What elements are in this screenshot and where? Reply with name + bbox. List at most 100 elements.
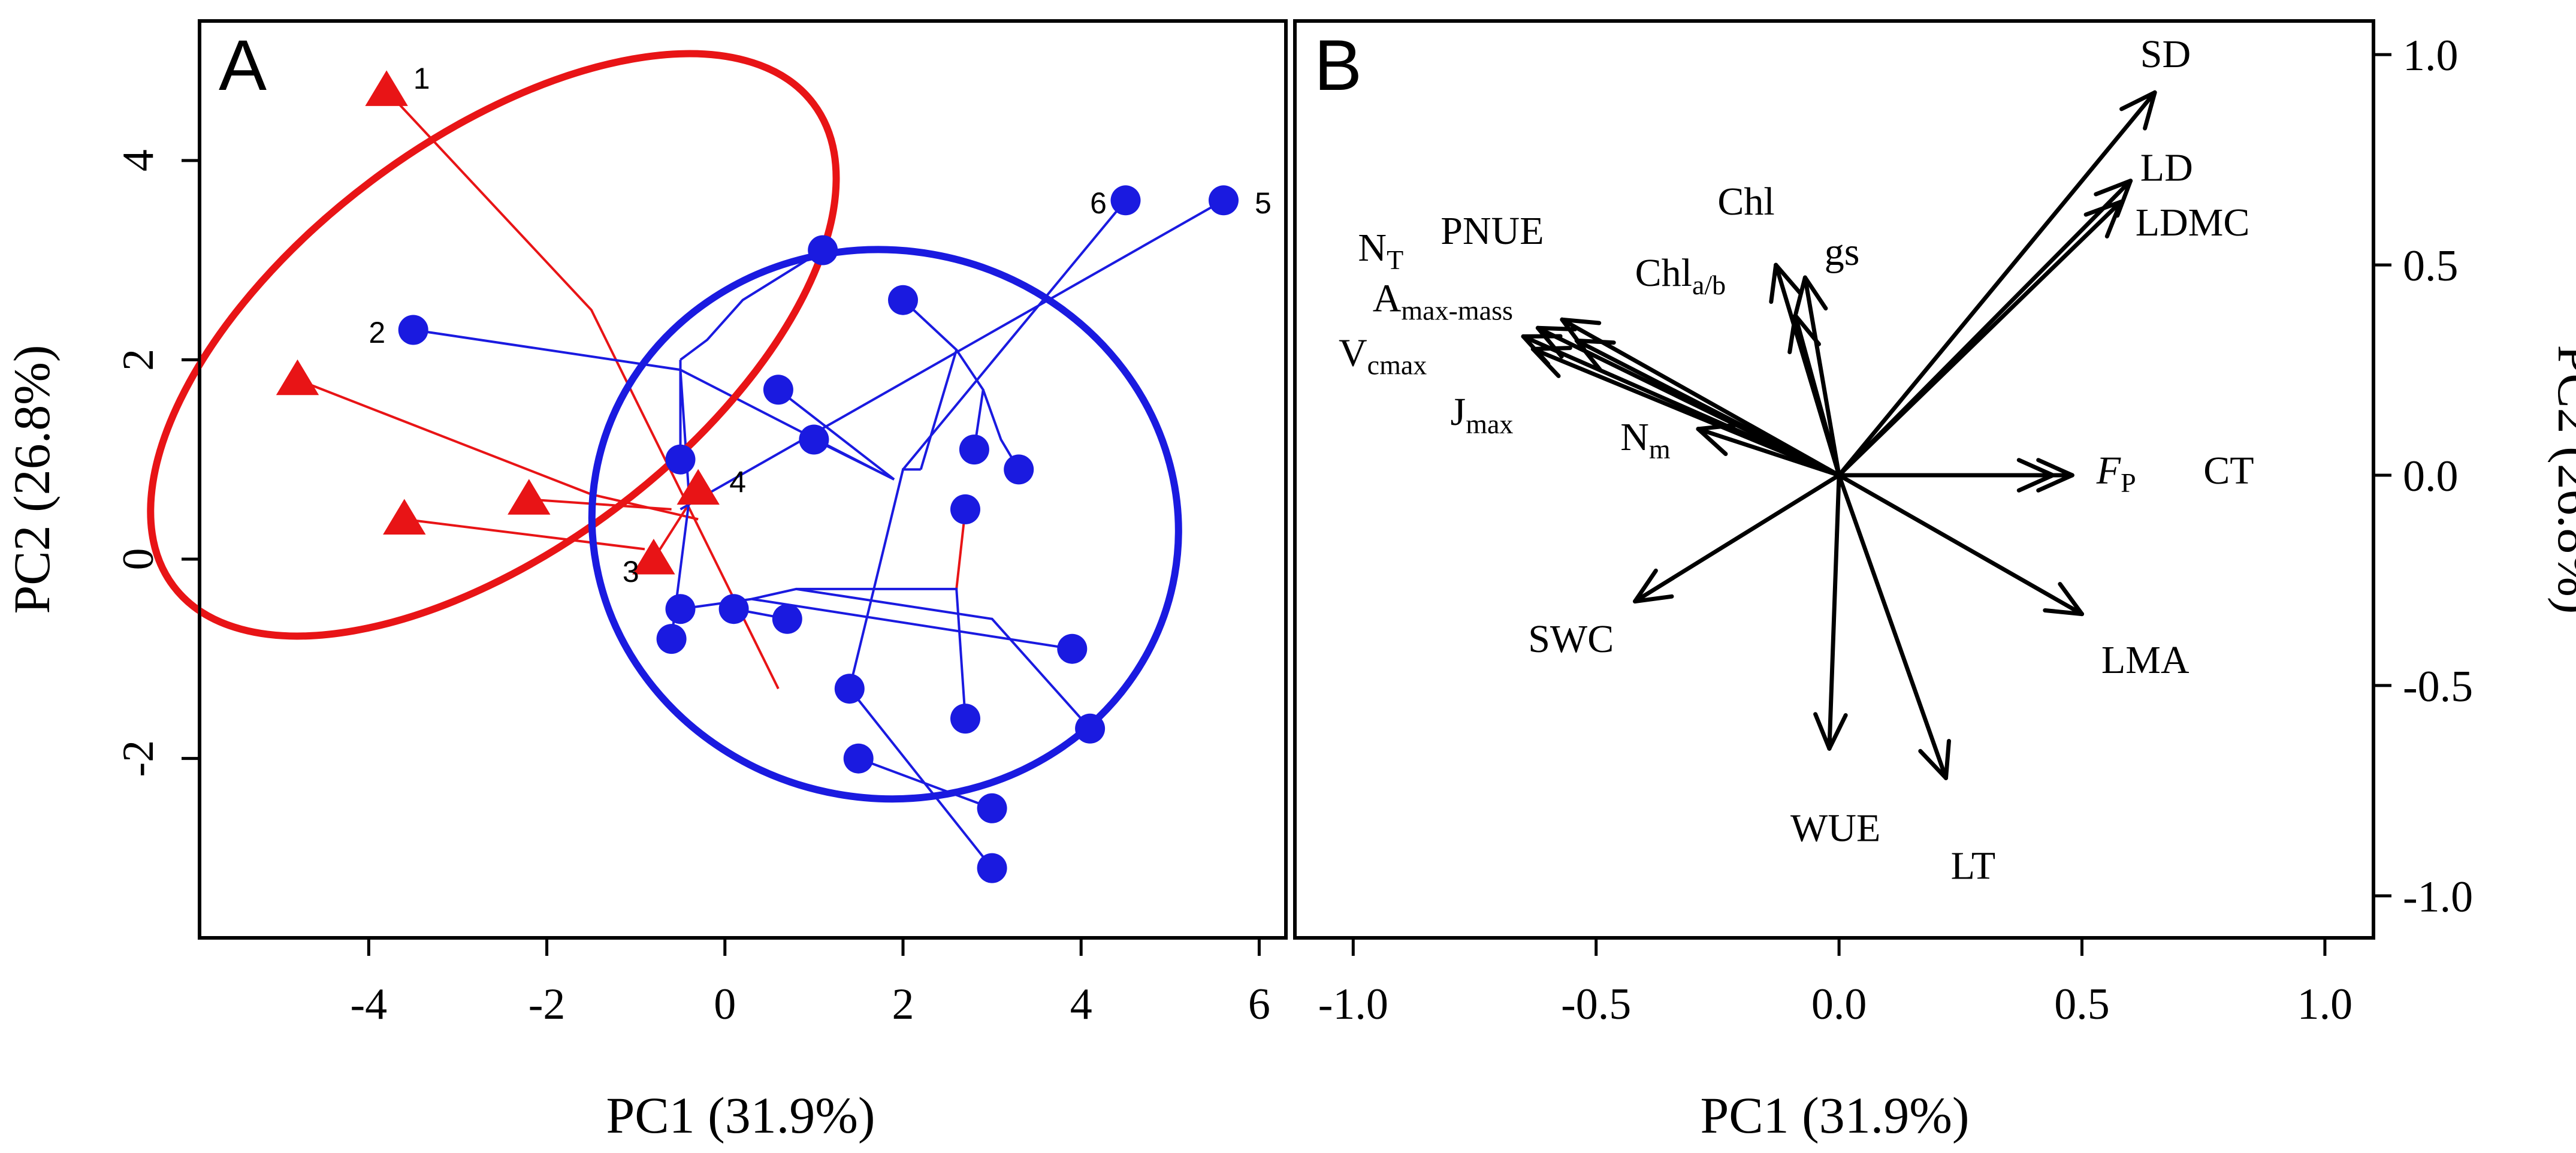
panel-a-y-tick-label: -2 <box>114 740 163 777</box>
arrow-chl-a-b-head <box>1793 313 1821 346</box>
arrow-swc-shaft <box>1633 473 1841 603</box>
panel-a-x-tick-label: -2 <box>529 980 566 1029</box>
arrow-pnue-head <box>1574 338 1616 345</box>
panel-b-x-tick-label: 0.5 <box>2054 980 2110 1029</box>
connection-line-17 <box>902 200 1127 470</box>
label-f-p-subscript: P <box>2121 467 2136 498</box>
label-pnue-main: PNUE <box>1440 209 1544 253</box>
label-sd: SD <box>2140 32 2191 76</box>
arrow-sd-shaft <box>1837 90 2157 478</box>
arrow-lma-shaft <box>1837 473 2084 617</box>
connection-line-20 <box>751 587 967 719</box>
label-ct-main: CT <box>2203 449 2254 493</box>
label-f-p-main: F <box>2096 449 2121 493</box>
label-chl-main: Chl <box>1717 180 1774 224</box>
arrow-chl-a-b <box>1787 313 1841 478</box>
panel-a-letter: A <box>219 25 267 105</box>
blue-group-point-5 <box>888 285 918 315</box>
arrow-swc-head <box>1633 568 1658 603</box>
panel-a-point-labels: 1 2 3 4 5 6 <box>369 62 1271 588</box>
panel-a-x-tick-label: 0 <box>714 980 736 1029</box>
point-label-2: 2 <box>369 316 385 349</box>
panel-b-y-tick-label: 1.0 <box>2403 31 2459 80</box>
arrow-chl-a-b-shaft <box>1793 313 1841 478</box>
label-chl-a-b-subscript: a/b <box>1692 270 1726 300</box>
red-group-confidence-ellipse <box>147 50 840 640</box>
arrow-gs-head <box>1793 275 1807 316</box>
panel-a-x-title: PC1 (31.9%) <box>606 1086 875 1144</box>
panel-b: SDLDLDMCChlgsChla/bNTPNUEAmax-massVcmaxJ… <box>1293 19 2576 1144</box>
blue-group-point-13 <box>656 624 687 654</box>
blue-group-point-18 <box>950 704 980 734</box>
panel-b-y-tick-label: -1.0 <box>2403 873 2473 922</box>
connection-line-8 <box>680 249 824 361</box>
panel-b-x-axis: -1.0 -0.5 0.0 0.5 1.0 <box>1318 936 2353 1029</box>
arrow-f-p-head <box>2036 458 2074 478</box>
label-v-cmax: Vcmax <box>1339 331 1427 381</box>
arrow-swc-head <box>1633 594 1674 603</box>
label-a-max-mass: Amax-mass <box>1373 276 1513 325</box>
point-label-4: 4 <box>729 466 746 499</box>
arrow-ct <box>1837 458 2055 493</box>
connection-line-4 <box>529 498 672 511</box>
arrow-j-max <box>1530 346 1841 478</box>
arrow-swc <box>1633 473 1841 603</box>
red-group-point-3 <box>383 499 426 535</box>
arrow-j-max-head <box>1530 346 1561 378</box>
arrow-ldmc-shaft <box>1837 200 2123 478</box>
arrow-chl-head <box>1769 262 1778 304</box>
arrow-n-m <box>1696 422 1841 478</box>
arrow-gs-shaft <box>1802 275 1841 478</box>
blue-group-point-19 <box>1075 713 1106 744</box>
blue-group-point-8 <box>799 424 829 455</box>
arrow-sd-head <box>2143 90 2157 131</box>
label-chl: Chl <box>1717 180 1774 224</box>
arrow-chl-a-b-head <box>1787 313 1798 355</box>
panel-b-y-title: PC2 (26.8%) <box>2547 345 2576 614</box>
label-swc-main: SWC <box>1528 617 1614 661</box>
panel-a-x-tick-label: -4 <box>351 980 388 1029</box>
arrow-chl-head <box>1774 262 1802 295</box>
blue-group-confidence-ellipse <box>588 246 1182 803</box>
label-ct: CT <box>2203 449 2254 493</box>
panel-b-x-tick-label: 1.0 <box>2297 980 2353 1029</box>
label-lt-main: LT <box>1951 844 1996 888</box>
arrow-pnue-head <box>1574 338 1602 372</box>
blue-group-point-1 <box>398 315 428 345</box>
blue-group-point-14 <box>718 594 749 624</box>
panel-a-y-axis: -2 0 2 4 <box>114 149 201 777</box>
panel-b-x-tick-label: -1.0 <box>1318 980 1388 1029</box>
label-pnue: PNUE <box>1440 209 1544 253</box>
label-n-t: NT <box>1358 226 1403 275</box>
label-f-p: FP <box>2096 449 2136 498</box>
arrow-lt <box>1837 473 1951 780</box>
arrow-n-m-shaft <box>1696 427 1841 478</box>
arrow-sd-head <box>2119 90 2157 111</box>
label-ld: LD <box>2140 146 2193 190</box>
arrow-ld-head <box>2094 179 2133 197</box>
arrow-ldmc-head <box>2104 200 2123 239</box>
blue-group-point-4 <box>808 235 838 265</box>
connection-line-11 <box>777 388 895 481</box>
arrow-gs <box>1793 275 1841 478</box>
label-j-max: Jmax <box>1451 390 1514 439</box>
arrow-a-max-mass-head <box>1535 325 1577 331</box>
label-a-max-mass-main: A <box>1373 276 1402 320</box>
panel-a-y-tick-label: 0 <box>114 548 163 571</box>
arrow-wue-head <box>1813 712 1832 751</box>
label-gs: gs <box>1825 230 1860 274</box>
panel-b-y-axis: -1.0 -0.5 0.0 0.5 1.0 <box>2372 31 2473 922</box>
blue-group-point-11 <box>950 494 980 524</box>
panel-b-y-tick-label: 0.5 <box>2403 242 2459 291</box>
arrow-a-max-mass-shaft <box>1535 325 1841 478</box>
arrow-wue-shaft <box>1827 473 1841 751</box>
arrow-sd <box>1837 90 2157 478</box>
panel-b-loading-arrows <box>1521 90 2157 780</box>
panel-a-y-tick-label: 2 <box>114 349 163 371</box>
blue-group-point-7 <box>665 444 696 475</box>
blue-group-point-17 <box>834 674 865 704</box>
arrow-lt-head <box>1918 748 1948 780</box>
blue-group-point-3 <box>1209 185 1239 216</box>
connection-line-24 <box>858 757 993 810</box>
